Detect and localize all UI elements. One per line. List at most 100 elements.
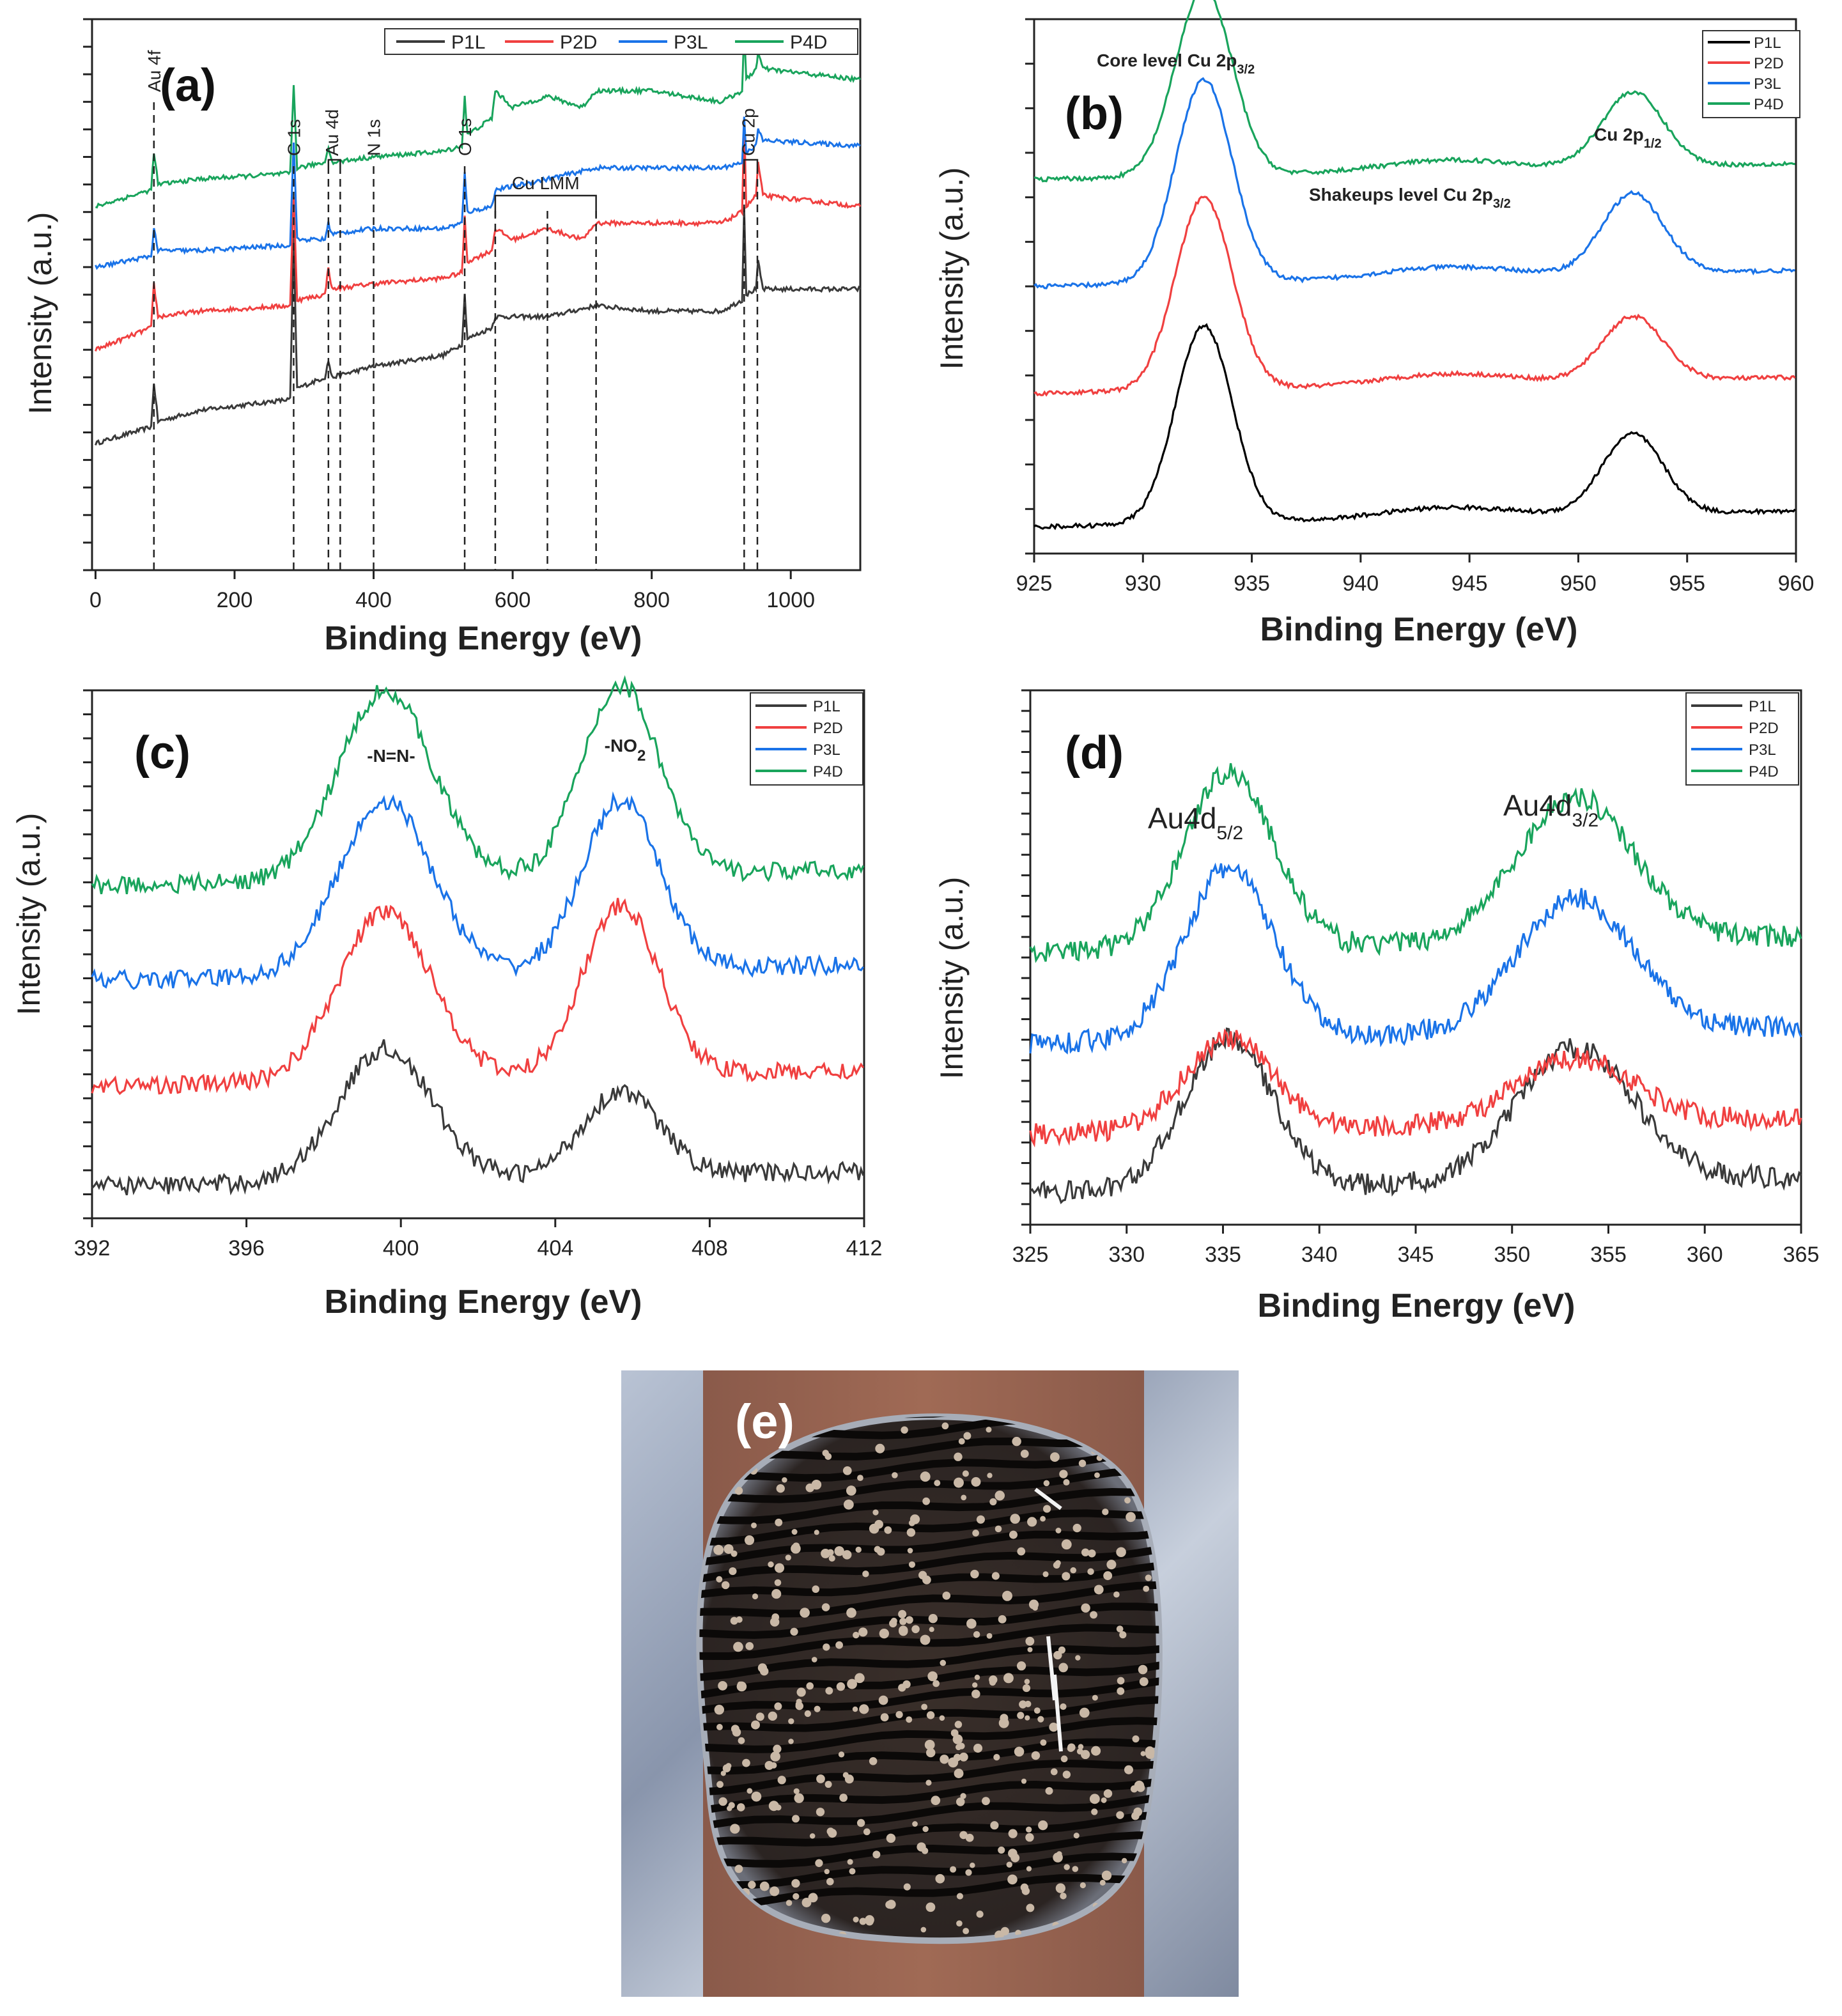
droplet-304 xyxy=(1025,1636,1035,1646)
droplet-135 xyxy=(958,1438,965,1445)
droplet-281 xyxy=(748,1880,756,1889)
legend-d-p3l: P3L xyxy=(1749,741,1776,759)
droplet-41 xyxy=(1102,1508,1109,1516)
droplet-200 xyxy=(821,1603,830,1611)
droplet-26 xyxy=(718,1797,727,1806)
droplet-336 xyxy=(865,1915,874,1925)
droplet-243 xyxy=(1012,1436,1021,1446)
droplet-129 xyxy=(720,1771,726,1776)
panel-e-photo: (e) xyxy=(621,1370,1239,1997)
droplet-185 xyxy=(1094,1472,1100,1478)
droplet-68 xyxy=(782,1477,787,1483)
droplet-153 xyxy=(1138,1664,1148,1675)
droplet-222 xyxy=(1007,1874,1018,1885)
droplet-51 xyxy=(961,1494,967,1501)
droplet-146 xyxy=(793,1893,800,1900)
droplet-85 xyxy=(1008,1849,1018,1858)
stripe-16 xyxy=(699,1695,1159,1734)
droplet-25 xyxy=(892,1472,898,1478)
droplet-45 xyxy=(908,1561,916,1568)
droplet-23 xyxy=(1064,1864,1070,1870)
d-xtick-label-4: 345 xyxy=(1398,1243,1434,1267)
droplet-296 xyxy=(960,1793,966,1799)
droplet-360 xyxy=(934,1480,941,1487)
droplet-325 xyxy=(1099,1879,1106,1886)
b-xtick-label-4: 945 xyxy=(1451,571,1488,596)
droplet-170 xyxy=(998,1615,1007,1624)
droplet-288 xyxy=(972,1682,978,1688)
droplet-393 xyxy=(1117,1687,1125,1695)
droplet-261 xyxy=(734,1865,743,1873)
droplet-328 xyxy=(1132,1735,1140,1743)
droplet-277 xyxy=(1092,1694,1098,1701)
droplet-169 xyxy=(1060,1755,1068,1763)
droplet-367 xyxy=(1049,1723,1058,1732)
panel-c-label: (c) xyxy=(134,727,190,779)
droplet-333 xyxy=(801,1898,812,1907)
droplet-163 xyxy=(1081,1749,1090,1760)
droplet-317 xyxy=(982,1797,990,1806)
droplet-340 xyxy=(793,1788,800,1794)
droplet-383 xyxy=(872,1850,881,1859)
droplet-371 xyxy=(971,1689,980,1698)
droplet-61 xyxy=(954,1721,963,1728)
droplet-352 xyxy=(1078,1744,1084,1750)
droplet-193 xyxy=(759,1881,770,1891)
series-a-p4d xyxy=(95,28,862,209)
droplet-395 xyxy=(954,1452,963,1461)
droplet-267 xyxy=(899,1618,907,1625)
droplet-13 xyxy=(924,1739,935,1750)
droplet-7 xyxy=(800,1608,810,1618)
droplet-160 xyxy=(925,1780,932,1786)
droplet-303 xyxy=(1017,1547,1026,1556)
droplet-364 xyxy=(1133,1807,1143,1817)
a-xtick-label-5: 1000 xyxy=(766,588,815,612)
droplet-209 xyxy=(825,1687,833,1695)
droplet-6 xyxy=(966,1618,977,1629)
droplet-320 xyxy=(1134,1780,1145,1791)
droplet-405 xyxy=(1072,1523,1081,1533)
droplet-103 xyxy=(920,1927,927,1933)
droplet-244 xyxy=(1116,1811,1124,1819)
series-c-p2d xyxy=(91,897,865,1096)
droplet-314 xyxy=(826,1877,834,1886)
stripe-17 xyxy=(699,1717,1159,1753)
droplet-96 xyxy=(775,1518,783,1526)
droplet-175 xyxy=(1094,1585,1104,1595)
marker-a-label-cu-lmm: Cu LMM xyxy=(512,173,580,193)
stripe-6 xyxy=(699,1509,1159,1546)
droplet-335 xyxy=(906,1528,916,1537)
droplet-253 xyxy=(716,1576,723,1583)
droplet-279 xyxy=(794,1793,804,1803)
droplet-311 xyxy=(730,1617,738,1625)
droplet-43 xyxy=(906,1716,913,1723)
panel-a-xlabel: Binding Energy (eV) xyxy=(325,620,642,657)
droplet-72 xyxy=(736,1803,745,1811)
droplet-127 xyxy=(918,1570,927,1579)
droplet-230 xyxy=(836,1682,846,1691)
marker-a-label-3: N 1s xyxy=(364,119,384,156)
droplet-285 xyxy=(847,1859,853,1865)
droplet-99 xyxy=(1037,1716,1044,1723)
panel-b-ticks: 925 930 935 940 945 950 955 960 xyxy=(1016,18,1814,596)
droplet-204 xyxy=(954,1477,964,1488)
droplet-52 xyxy=(1081,1548,1090,1556)
legend-a-p1l: P1L xyxy=(451,32,485,53)
droplet-98 xyxy=(1027,1647,1033,1652)
droplet-406 xyxy=(998,1717,1009,1728)
droplet-191 xyxy=(1006,1861,1012,1868)
droplet-157 xyxy=(925,1748,936,1758)
droplet-60 xyxy=(986,1632,993,1639)
droplet-181 xyxy=(895,1710,903,1719)
droplet-337 xyxy=(901,1426,908,1434)
droplet-106 xyxy=(785,1555,791,1561)
droplet-167 xyxy=(847,1679,857,1689)
legend-d-p2d: P2D xyxy=(1749,720,1779,737)
c-xtick-label-0: 392 xyxy=(74,1236,111,1260)
droplet-316 xyxy=(1043,1480,1050,1487)
droplet-388 xyxy=(1025,1826,1032,1833)
droplet-260 xyxy=(1089,1794,1100,1804)
droplet-173 xyxy=(1139,1677,1149,1686)
droplet-187 xyxy=(874,1546,881,1553)
